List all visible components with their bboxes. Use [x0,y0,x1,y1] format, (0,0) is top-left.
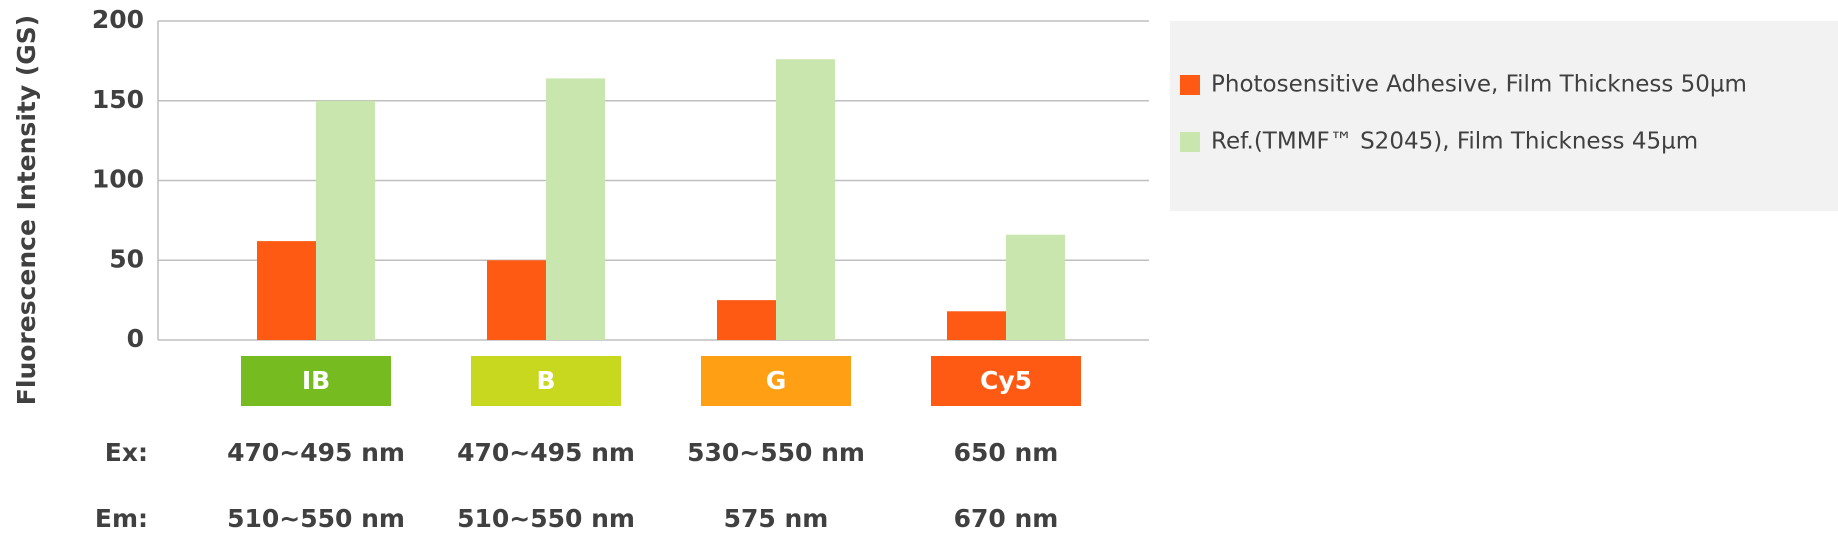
category-box [701,356,851,406]
ex-value: 650 nm [954,438,1059,467]
x-tick-label: Cy5 [980,366,1032,395]
category-box [241,356,391,406]
y-axis-label: Fluorescence Intensity (GS) [12,15,41,405]
ex-value: 530~550 nm [687,438,865,467]
bar [1006,234,1065,340]
legend-box [1170,21,1838,211]
y-tick-label: 50 [109,244,144,273]
em-value: 670 nm [954,504,1059,533]
category-box [931,356,1081,406]
y-tick-label: 150 [92,85,144,114]
category-box [471,356,621,406]
bar [257,241,316,340]
ex-value: 470~495 nm [227,438,405,467]
bar [947,311,1006,340]
y-tick-label: 100 [92,165,144,194]
legend-label: Ref.(TMMF™ S2045), Film Thickness 45µm [1211,129,1698,155]
em-value: 510~550 nm [457,504,635,533]
x-tick-label: G [766,366,787,395]
legend-swatch [1180,75,1200,95]
bar [717,300,776,340]
ex-value: 470~495 nm [457,438,635,467]
x-tick-label: B [536,366,555,395]
ex-label: Ex: [105,438,148,467]
bar [546,78,605,341]
bar [776,59,835,340]
y-tick-label: 200 [92,5,144,34]
bar [487,260,546,340]
em-value: 575 nm [724,504,829,533]
em-label: Em: [95,504,148,533]
bar [316,100,375,340]
em-value: 510~550 nm [227,504,405,533]
y-tick-label: 0 [127,324,144,353]
legend-swatch [1180,132,1200,152]
x-tick-label: IB [302,366,330,395]
legend-label: Photosensitive Adhesive, Film Thickness … [1211,72,1747,98]
